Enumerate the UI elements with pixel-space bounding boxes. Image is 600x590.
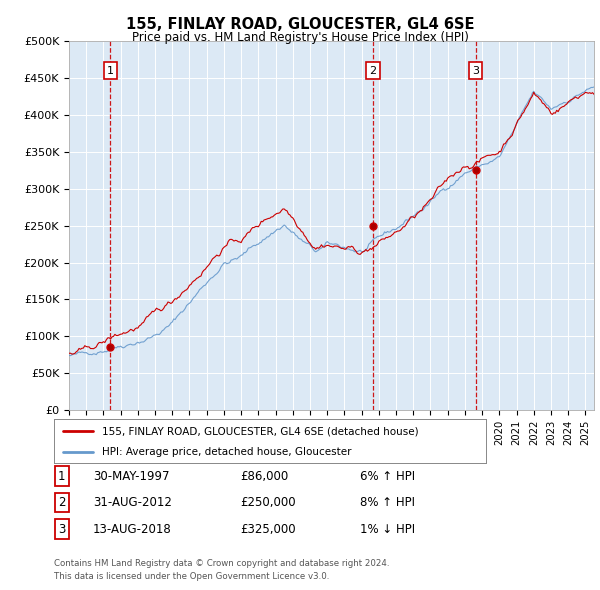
Text: 1: 1: [58, 470, 65, 483]
Text: Price paid vs. HM Land Registry's House Price Index (HPI): Price paid vs. HM Land Registry's House …: [131, 31, 469, 44]
Text: 8% ↑ HPI: 8% ↑ HPI: [360, 496, 415, 509]
Text: This data is licensed under the Open Government Licence v3.0.: This data is licensed under the Open Gov…: [54, 572, 329, 581]
Text: 1: 1: [107, 66, 114, 76]
Text: 3: 3: [472, 66, 479, 76]
Text: 31-AUG-2012: 31-AUG-2012: [93, 496, 172, 509]
Text: 13-AUG-2018: 13-AUG-2018: [93, 523, 172, 536]
Text: 2: 2: [370, 66, 377, 76]
Text: 2: 2: [58, 496, 65, 509]
Text: 3: 3: [58, 523, 65, 536]
Text: 155, FINLAY ROAD, GLOUCESTER, GL4 6SE: 155, FINLAY ROAD, GLOUCESTER, GL4 6SE: [126, 17, 474, 31]
Text: Contains HM Land Registry data © Crown copyright and database right 2024.: Contains HM Land Registry data © Crown c…: [54, 559, 389, 568]
Text: £86,000: £86,000: [240, 470, 288, 483]
Text: 6% ↑ HPI: 6% ↑ HPI: [360, 470, 415, 483]
Text: £250,000: £250,000: [240, 496, 296, 509]
Text: 30-MAY-1997: 30-MAY-1997: [93, 470, 170, 483]
Text: £325,000: £325,000: [240, 523, 296, 536]
Text: 1% ↓ HPI: 1% ↓ HPI: [360, 523, 415, 536]
Text: 155, FINLAY ROAD, GLOUCESTER, GL4 6SE (detached house): 155, FINLAY ROAD, GLOUCESTER, GL4 6SE (d…: [101, 427, 418, 436]
Text: HPI: Average price, detached house, Gloucester: HPI: Average price, detached house, Glou…: [101, 447, 351, 457]
